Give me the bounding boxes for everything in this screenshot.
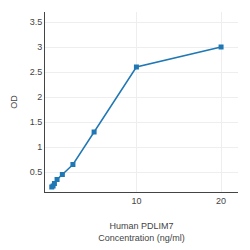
svg-text:1.5: 1.5 bbox=[30, 117, 43, 127]
svg-text:10: 10 bbox=[131, 196, 141, 206]
svg-text:Human PDLIM7Concentration (ng/: Human PDLIM7Concentration (ng/ml) bbox=[98, 221, 185, 243]
svg-text:20: 20 bbox=[216, 196, 226, 206]
svg-text:3.5: 3.5 bbox=[30, 17, 43, 27]
svg-text:OD: OD bbox=[9, 95, 19, 109]
svg-text:3: 3 bbox=[37, 42, 42, 52]
svg-text:1: 1 bbox=[37, 142, 42, 152]
svg-text:2: 2 bbox=[37, 92, 42, 102]
svg-text:2.5: 2.5 bbox=[30, 67, 43, 77]
svg-text:0.5: 0.5 bbox=[30, 167, 43, 177]
